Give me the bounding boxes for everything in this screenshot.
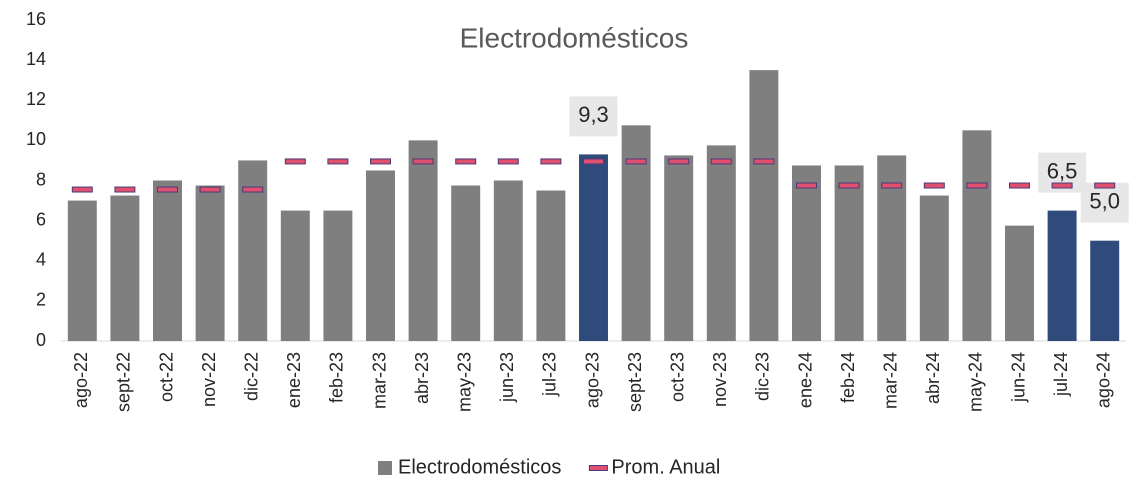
- bar: [792, 165, 821, 341]
- bar: [366, 170, 395, 341]
- x-tick-label: mar-23: [369, 352, 389, 409]
- bar: [1047, 210, 1077, 341]
- x-tick-label: feb-23: [327, 352, 347, 403]
- bar: [451, 185, 481, 341]
- marker: [71, 186, 93, 193]
- bar: [919, 195, 949, 341]
- x-tick-label: ago-24: [1093, 352, 1113, 408]
- marker: [540, 158, 562, 165]
- marker: [1094, 182, 1116, 189]
- bar: [110, 195, 140, 341]
- legend-swatch: [378, 461, 392, 475]
- marker: [753, 158, 775, 165]
- bar: [1005, 225, 1034, 341]
- y-tick-label: 0: [36, 330, 46, 350]
- bar: [834, 165, 864, 341]
- bar: [621, 125, 651, 341]
- y-tick-label: 10: [26, 129, 46, 149]
- x-tick-label: jun-24: [1008, 352, 1028, 403]
- bar: [706, 145, 736, 341]
- bar: [408, 140, 438, 341]
- bar: [664, 155, 694, 341]
- marker: [327, 158, 349, 165]
- marker: [881, 182, 903, 189]
- x-tick-label: oct-23: [667, 352, 687, 402]
- chart-title: Electrodomésticos: [460, 22, 689, 53]
- marker: [625, 158, 647, 165]
- x-tick-label: abr-23: [412, 352, 432, 404]
- marker: [923, 182, 945, 189]
- marker: [710, 158, 732, 165]
- bar: [280, 210, 310, 341]
- x-tick-label: may-24: [966, 352, 986, 412]
- x-tick-label: ago-23: [582, 352, 602, 408]
- marker: [1009, 182, 1030, 189]
- x-tick-label: may-23: [454, 352, 474, 412]
- marker: [157, 186, 178, 193]
- marker: [370, 158, 391, 165]
- marker: [583, 158, 604, 165]
- marker: [497, 158, 519, 165]
- bar: [962, 130, 992, 341]
- marker: [838, 182, 860, 189]
- bar: [67, 200, 97, 341]
- bar: [536, 190, 566, 341]
- marker: [966, 182, 988, 189]
- x-tick-label: dic-22: [241, 352, 261, 401]
- x-tick-label: abr-24: [923, 352, 943, 404]
- data-label: 5,0: [1089, 189, 1120, 214]
- x-tick-label: mar-24: [880, 352, 900, 409]
- x-tick-label: feb-24: [838, 352, 858, 403]
- data-label: 6,5: [1047, 158, 1078, 183]
- x-tick-label: nov-23: [710, 352, 730, 407]
- x-tick-label: ene-24: [795, 352, 815, 408]
- bar: [195, 185, 225, 341]
- marker: [1051, 182, 1073, 189]
- x-tick-label: ene-23: [284, 352, 304, 408]
- x-tick-label: sept-23: [625, 352, 645, 412]
- marker: [455, 158, 477, 165]
- marker: [796, 182, 817, 189]
- marker: [114, 186, 136, 193]
- data-label: 9,3: [578, 102, 609, 127]
- marker: [668, 158, 690, 165]
- bar: [579, 154, 608, 341]
- x-tick-label: ago-22: [71, 352, 91, 408]
- x-tick-label: sept-22: [114, 352, 134, 412]
- x-tick-label: dic-23: [753, 352, 773, 401]
- legend-label: Prom. Anual: [611, 456, 720, 478]
- bar: [1090, 240, 1120, 341]
- marker: [284, 158, 306, 165]
- data-label-box: [569, 96, 618, 137]
- legend-label: Electrodomésticos: [398, 456, 561, 478]
- y-tick-label: 8: [36, 169, 46, 189]
- y-tick-label: 4: [36, 250, 46, 270]
- y-tick-label: 2: [36, 290, 46, 310]
- marker: [199, 186, 221, 193]
- data-label-box: [1080, 182, 1129, 223]
- y-tick-label: 16: [26, 9, 46, 29]
- x-tick-label: oct-22: [156, 352, 176, 402]
- marker: [242, 186, 264, 193]
- bar: [323, 210, 353, 341]
- bar: [153, 180, 182, 341]
- x-tick-label: jun-23: [497, 352, 517, 403]
- y-tick-label: 14: [26, 49, 46, 69]
- x-tick-label: jul-24: [1051, 352, 1071, 397]
- legend-swatch: [588, 465, 608, 471]
- y-tick-label: 12: [26, 89, 46, 109]
- bar: [493, 180, 523, 341]
- y-tick-label: 6: [36, 209, 46, 229]
- bar: [749, 70, 779, 341]
- x-tick-label: jul-23: [540, 352, 560, 397]
- marker: [412, 158, 434, 165]
- x-tick-label: nov-22: [199, 352, 219, 407]
